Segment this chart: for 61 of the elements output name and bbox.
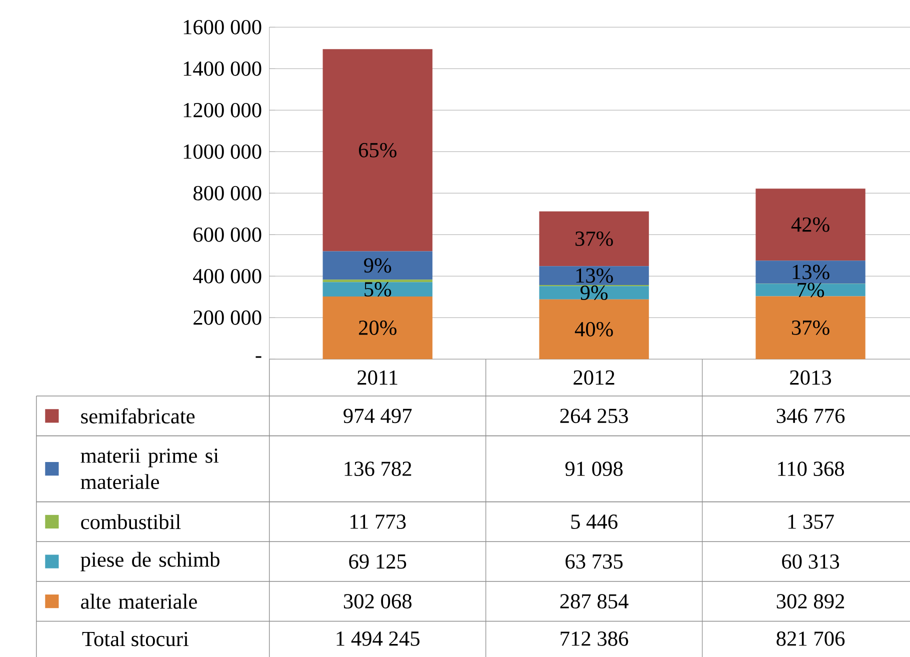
bar: [539, 211, 649, 266]
data-label: 69 125: [349, 554, 406, 569]
y-tick-label: 1400 000: [184, 61, 262, 76]
y-tick-label: 1600 000: [184, 20, 262, 34]
legend-label: alte materiale: [81, 594, 197, 609]
x-tick-label: 2013: [790, 370, 832, 385]
bar: [756, 296, 866, 360]
data-label: 63 735: [566, 554, 623, 569]
annotation: 9%: [364, 258, 392, 273]
annotation: 37%: [792, 320, 830, 335]
data-label: 1 357: [788, 514, 834, 529]
annotation: 40%: [574, 322, 613, 336]
text: 1 494 245: [336, 631, 420, 646]
data-label: 11 773: [350, 514, 406, 529]
bar: [322, 49, 432, 252]
bar: [322, 282, 432, 296]
annotation: 65%: [358, 142, 396, 158]
bar: [539, 266, 649, 285]
annotation: 9%: [580, 285, 608, 300]
data-label: 974 497: [344, 408, 412, 424]
data-label: 5 446: [571, 514, 618, 529]
y-tick-label: -: [256, 356, 262, 358]
y-tick-label: 200 000: [194, 310, 262, 325]
data-label: 302 892: [776, 594, 844, 608]
annotation: 13%: [576, 268, 613, 283]
annotation: 42%: [791, 217, 830, 232]
bar: [322, 280, 432, 282]
data-label: 110 368: [778, 462, 844, 476]
legend-label: materii prime si materiale: [80, 448, 219, 490]
bar: [539, 299, 649, 360]
x-tick-label: 2011: [358, 370, 398, 385]
annotation: 37%: [576, 231, 613, 246]
annotation: 7%: [798, 282, 824, 298]
bar: [322, 251, 432, 280]
data-label: 136 782: [344, 462, 412, 476]
bar: [539, 286, 649, 300]
data-label: 287 854: [560, 594, 628, 608]
y-tick-label: 1000 000: [184, 144, 262, 159]
legend-label: piese de schimb: [80, 552, 220, 572]
legend-label: combustibil: [81, 514, 181, 530]
text: Total stocuri: [82, 631, 189, 646]
data-label: 302 068: [344, 594, 412, 608]
data-label: 346 776: [776, 408, 845, 424]
x-tick-label: 2012: [574, 370, 614, 385]
y-tick-label: 1200 000: [184, 102, 262, 118]
text: 821 706: [776, 631, 845, 646]
annotation: 5%: [364, 282, 392, 296]
data-label: 60 313: [782, 554, 840, 569]
bar: [756, 260, 866, 284]
y-tick-label: 400 000: [193, 268, 262, 284]
annotation: 13%: [792, 264, 830, 280]
y-tick-label: 600 000: [194, 227, 262, 242]
bar: [322, 296, 432, 360]
legend-label: semifabricate: [81, 408, 195, 424]
data-label: 264 253: [560, 408, 628, 424]
data-label: 91 098: [565, 462, 623, 476]
bar: [756, 188, 866, 261]
bar: [756, 284, 866, 296]
annotation: 20%: [358, 320, 396, 335]
text: 712 386: [560, 631, 628, 646]
y-tick-label: 800 000: [193, 186, 262, 200]
